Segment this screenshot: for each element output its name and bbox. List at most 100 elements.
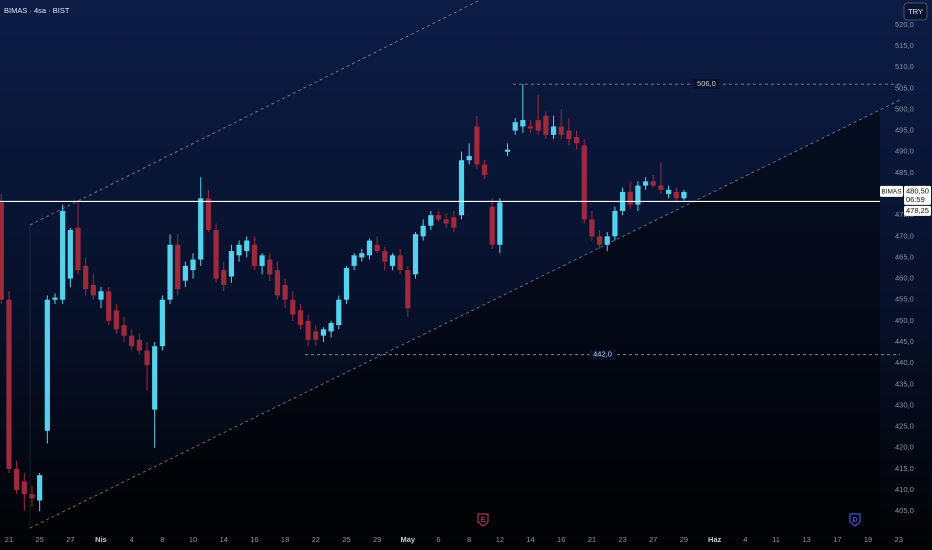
x-tick-label: May bbox=[401, 535, 416, 544]
candle-body bbox=[251, 244, 258, 266]
candle-body bbox=[328, 322, 334, 332]
candle-body bbox=[221, 270, 227, 285]
candle-body bbox=[121, 325, 127, 336]
candle-body bbox=[320, 329, 327, 336]
chart-title: BIMAS · 4sa · BIST bbox=[4, 6, 70, 15]
candle-body bbox=[159, 299, 165, 347]
x-tick-label: Haz bbox=[708, 535, 722, 544]
candle-body bbox=[612, 210, 618, 237]
hline-label-bg bbox=[904, 205, 931, 216]
candle-body bbox=[666, 189, 672, 195]
candle-body bbox=[550, 126, 557, 135]
x-tick-label: 12 bbox=[496, 535, 504, 544]
x-tick-label: 23 bbox=[618, 535, 626, 544]
event-label: D bbox=[852, 517, 857, 524]
currency-button[interactable] bbox=[903, 2, 928, 21]
price-level-label: 442,0 bbox=[593, 350, 612, 359]
candle-body bbox=[167, 244, 173, 300]
candle-body bbox=[205, 198, 211, 230]
candle-body bbox=[14, 468, 20, 490]
candle-body bbox=[650, 181, 656, 186]
plot-area bbox=[0, 84, 687, 512]
x-tick-label: 29 bbox=[680, 535, 688, 544]
event-label: E bbox=[481, 517, 486, 524]
y-tick-label: 495,0 bbox=[895, 126, 914, 135]
candle-body bbox=[136, 339, 142, 351]
candle-body bbox=[29, 494, 35, 499]
candle-body bbox=[290, 299, 296, 315]
candle-body bbox=[451, 217, 457, 228]
candle-body bbox=[90, 284, 96, 296]
candle-body bbox=[642, 181, 649, 186]
y-tick-label: 430,0 bbox=[895, 400, 914, 409]
y-tick-label: 505,0 bbox=[895, 83, 914, 92]
x-tick-label: 27 bbox=[66, 535, 74, 544]
x-tick-label: 27 bbox=[649, 535, 657, 544]
candle-body bbox=[497, 202, 503, 245]
candle-body bbox=[374, 244, 380, 252]
candle-body bbox=[412, 234, 419, 275]
hline-label: 478,25 bbox=[906, 206, 929, 215]
symbol-label-bg bbox=[880, 185, 903, 197]
x-tick-label: 16 bbox=[557, 535, 565, 544]
candle-body bbox=[428, 215, 434, 226]
y-tick-label: 465,0 bbox=[895, 252, 914, 261]
candle-body bbox=[228, 251, 235, 277]
last-price-bg bbox=[904, 185, 931, 205]
candle-body bbox=[489, 206, 495, 245]
candle-body bbox=[190, 259, 196, 271]
price-level-label: 506,0 bbox=[697, 79, 716, 88]
candle-body bbox=[113, 310, 119, 330]
candle-body bbox=[673, 191, 679, 199]
last-price: 480,50 bbox=[906, 186, 929, 195]
candle-body bbox=[389, 255, 396, 266]
candle-body bbox=[405, 270, 411, 309]
candle-body bbox=[635, 185, 641, 205]
y-tick-label: 520,0 bbox=[895, 20, 914, 29]
x-tick-label: 13 bbox=[802, 535, 810, 544]
channel-shade bbox=[0, 110, 880, 528]
x-tick-label: 19 bbox=[864, 535, 872, 544]
candle-body bbox=[106, 291, 112, 321]
candle-body bbox=[282, 284, 288, 300]
event-icon bbox=[477, 513, 489, 527]
candle-body bbox=[443, 219, 449, 224]
x-tick-label: 11 bbox=[772, 535, 780, 544]
candle-body bbox=[435, 215, 442, 220]
candle-body bbox=[267, 259, 273, 275]
candle-body bbox=[504, 149, 511, 152]
countdown: 06:59 bbox=[906, 195, 925, 204]
x-tick-label: 14 bbox=[220, 535, 228, 544]
candle-body bbox=[244, 240, 250, 252]
candle-body bbox=[21, 481, 27, 495]
candle-body bbox=[596, 236, 603, 245]
candle-body bbox=[44, 299, 50, 431]
candle-body bbox=[466, 155, 472, 161]
candle-body bbox=[474, 126, 480, 165]
candle-body bbox=[236, 244, 242, 256]
candle-body bbox=[535, 120, 541, 131]
y-tick-label: 445,0 bbox=[895, 337, 914, 346]
candle-body bbox=[520, 120, 526, 127]
x-tick-label: 25 bbox=[342, 535, 350, 544]
candle-body bbox=[397, 255, 403, 271]
candle-body bbox=[382, 251, 388, 262]
x-tick-label: 16 bbox=[250, 535, 258, 544]
candle-body bbox=[581, 145, 587, 220]
candle-body bbox=[198, 198, 204, 260]
symbol-label: BIMAS bbox=[881, 189, 902, 196]
x-tick-label: 4 bbox=[743, 535, 747, 544]
candle-body bbox=[152, 346, 158, 410]
x-tick-label: 21 bbox=[588, 535, 596, 544]
candle-body bbox=[259, 255, 265, 266]
price-level-label-bg bbox=[693, 79, 720, 90]
x-tick-label: 25 bbox=[35, 535, 43, 544]
candle-body bbox=[274, 270, 281, 296]
candle-body bbox=[420, 225, 426, 237]
y-tick-label: 515,0 bbox=[895, 41, 914, 50]
candle-body bbox=[681, 191, 687, 199]
y-tick-label: 510,0 bbox=[895, 62, 914, 71]
x-tick-label: 10 bbox=[189, 535, 197, 544]
